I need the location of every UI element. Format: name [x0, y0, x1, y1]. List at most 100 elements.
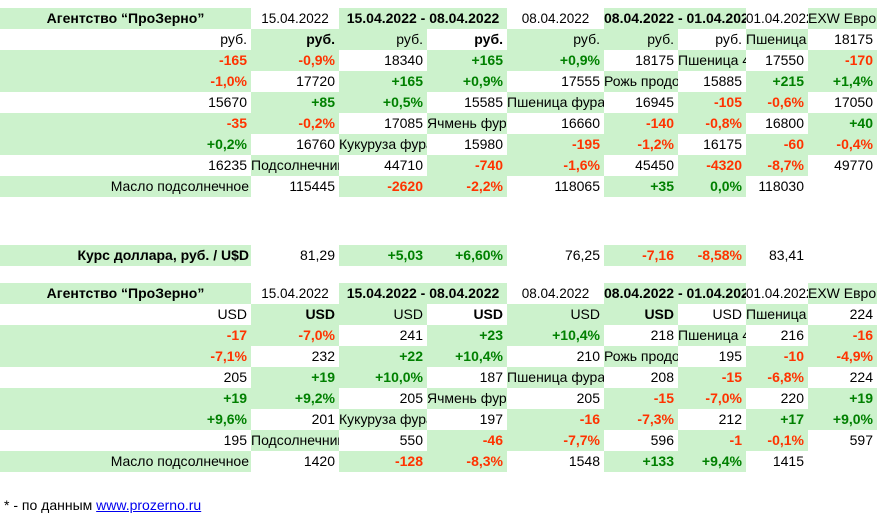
- price-prev2: 187: [427, 367, 507, 388]
- unit: USD: [339, 304, 427, 325]
- change-abs-week-1: -195: [507, 134, 604, 155]
- change-pct-week-1: -1,2%: [604, 134, 678, 155]
- dollar-change-pct: +6,60%: [427, 245, 507, 266]
- unit: USD: [678, 304, 746, 325]
- product-name: Подсолнечник: [251, 430, 339, 451]
- price-prev: 220: [746, 388, 808, 409]
- unit: USD: [427, 304, 507, 325]
- usd-price-table: Агентство “ПроЗерно” 15.04.2022 15.04.20…: [0, 283, 877, 472]
- change-abs-week-2: -4320: [678, 155, 746, 176]
- price-current: 550: [339, 430, 427, 451]
- change-abs-week-1: -46: [427, 430, 507, 451]
- change-abs-week-2: -60: [746, 134, 808, 155]
- unit: руб.: [604, 29, 678, 50]
- change-abs-week-2: +19: [0, 388, 251, 409]
- dollar-change-abs: +5,03: [339, 245, 427, 266]
- unit: руб.: [339, 29, 427, 50]
- price-prev: 17720: [251, 71, 339, 92]
- change-pct-week-2: +0,5%: [339, 92, 427, 113]
- agency-title: Агентство “ПроЗерно”: [0, 283, 251, 304]
- change-pct-week-1: -7,0%: [251, 325, 339, 346]
- product-name: Кукуруза фуражная: [339, 409, 427, 430]
- change-abs-week-2: +23: [427, 325, 507, 346]
- unit: руб.: [251, 29, 339, 50]
- price-current: 15885: [678, 71, 746, 92]
- change-pct-week-2: -0,1%: [746, 430, 808, 451]
- date-prev: 08.04.2022: [507, 8, 604, 29]
- price-prev: 224: [808, 367, 877, 388]
- change-abs-week-1: -16: [507, 409, 604, 430]
- change-abs-week-2: +165: [427, 50, 507, 71]
- date-current: 15.04.2022: [251, 283, 339, 304]
- unit: USD: [0, 304, 251, 325]
- price-prev: 212: [678, 409, 746, 430]
- change-abs-week-1: -165: [0, 50, 251, 71]
- price-current: 208: [604, 367, 678, 388]
- change-pct-week-1: -0,9%: [251, 50, 339, 71]
- date-prev: 08.04.2022: [507, 283, 604, 304]
- change-pct-week-2: -8,7%: [746, 155, 808, 176]
- unit: руб.: [0, 29, 251, 50]
- change-pct-week-2: +0,2%: [0, 134, 251, 155]
- change-pct-week-2: +9,2%: [251, 388, 339, 409]
- price-current: 44710: [339, 155, 427, 176]
- date-prev2: 01.04.2022: [746, 8, 808, 29]
- change-abs-week-1: -15: [604, 388, 678, 409]
- date-current: 15.04.2022: [251, 8, 339, 29]
- change-abs-week-2: +40: [808, 113, 877, 134]
- change-pct-week-2: +10,0%: [339, 367, 427, 388]
- dollar-label: Курс доллара, руб. / U$D: [0, 245, 251, 266]
- period-week-1: 15.04.2022 - 08.04.2022: [339, 283, 507, 304]
- basis-label: EXW Европ. часть РФ с НДС 10%: [808, 283, 877, 304]
- price-prev: 15670: [0, 92, 251, 113]
- change-abs-week-2: -1: [678, 430, 746, 451]
- product-name: Кукуруза фуражная: [339, 134, 427, 155]
- price-current: 15980: [427, 134, 507, 155]
- change-abs-week-2: +22: [339, 346, 427, 367]
- unit: USD: [604, 304, 678, 325]
- change-pct-week-2: 0,0%: [678, 176, 746, 197]
- change-abs-week-2: +165: [339, 71, 427, 92]
- price-prev2: 18175: [604, 50, 678, 71]
- price-prev2: 1415: [746, 451, 808, 472]
- change-pct-week-1: -1,6%: [507, 155, 604, 176]
- product-name: Пшеница 3 класс: [746, 304, 808, 325]
- change-abs-week-2: +19: [808, 388, 877, 409]
- product-name: Рожь продовольственная: [604, 71, 678, 92]
- change-pct-week-1: -7,0%: [678, 388, 746, 409]
- change-abs-week-1: -17: [0, 325, 251, 346]
- unit: руб.: [678, 29, 746, 50]
- product-name: Подсолнечник: [251, 155, 339, 176]
- period-week-1: 15.04.2022 - 08.04.2022: [339, 8, 507, 29]
- price-prev2: 210: [507, 346, 604, 367]
- change-abs-week-2: +17: [746, 409, 808, 430]
- price-prev: 232: [251, 346, 339, 367]
- change-pct-week-1: -0,6%: [746, 92, 808, 113]
- change-abs-week-1: +215: [746, 71, 808, 92]
- product-name: Пшеница 4 класс: [678, 325, 746, 346]
- change-pct-week-2: -0,2%: [251, 113, 339, 134]
- price-current: 205: [507, 388, 604, 409]
- product-name: Пшеница фуражная: [507, 367, 604, 388]
- change-abs-week-1: -128: [339, 451, 427, 472]
- change-pct-week-2: -0,4%: [808, 134, 877, 155]
- change-pct-week-1: -1,0%: [0, 71, 251, 92]
- change-abs-week-1: -16: [808, 325, 877, 346]
- product-name: Ячмень фуражный: [427, 388, 507, 409]
- price-prev: 205: [0, 367, 251, 388]
- price-prev2: 49770: [808, 155, 877, 176]
- change-pct-week-2: +10,4%: [427, 346, 507, 367]
- change-abs-week-1: -2620: [339, 176, 427, 197]
- dollar-change-pct-2: -8,58%: [678, 245, 746, 266]
- price-prev: 17050: [808, 92, 877, 113]
- change-pct-week-1: +1,4%: [808, 71, 877, 92]
- price-prev2: 118030: [746, 176, 808, 197]
- prozerno-link[interactable]: www.prozerno.ru: [96, 497, 202, 513]
- change-pct-week-1: -7,1%: [0, 346, 251, 367]
- price-prev2: 16760: [251, 134, 339, 155]
- change-pct-week-1: -0,8%: [678, 113, 746, 134]
- price-current: 18175: [808, 29, 877, 50]
- change-abs-week-2: +35: [604, 176, 678, 197]
- change-pct-week-2: +10,4%: [507, 325, 604, 346]
- change-pct-week-1: -2,2%: [427, 176, 507, 197]
